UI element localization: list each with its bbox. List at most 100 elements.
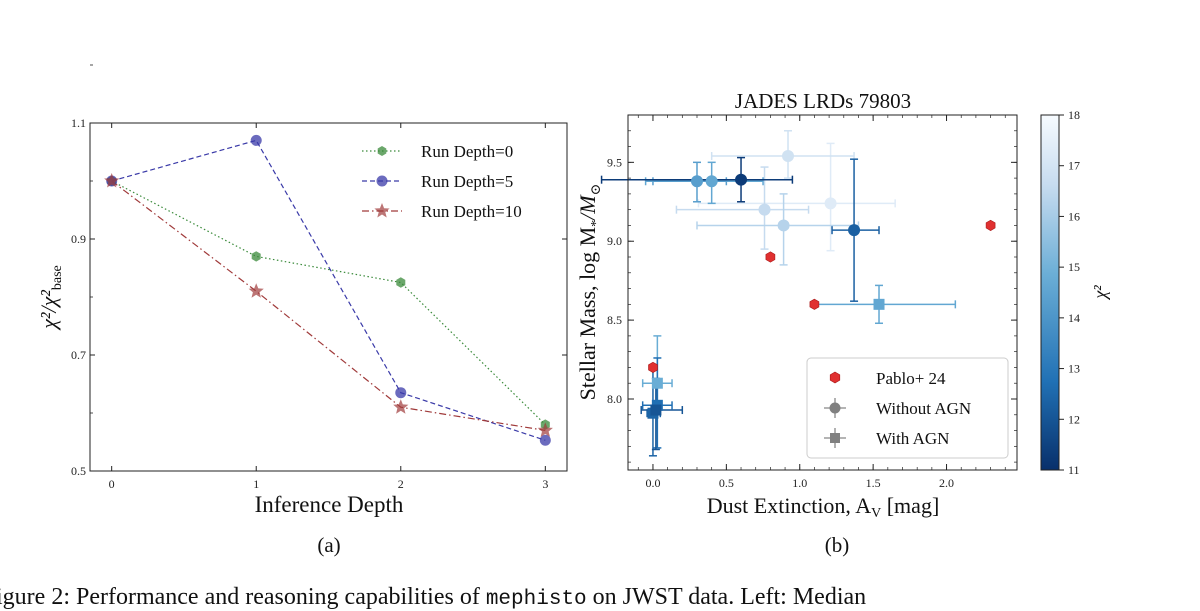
colorbar-tick-label: 17: [1068, 159, 1080, 173]
panel-b-ylabel-rest: /M: [575, 194, 600, 222]
panel-b-ytick-label: 8.0: [607, 392, 622, 406]
colorbar-ticks: 11 12 13 14 15 16 17 18: [1059, 108, 1080, 477]
panel-b-title: JADES LRDs 79803: [735, 89, 911, 113]
panel-b-xtick-label: 0.5: [719, 476, 734, 490]
colorbar: 11 12 13 14 15 16 17 18 χ²: [1040, 108, 1110, 477]
panel-b-ylabel-sub1: *: [589, 220, 604, 227]
panel-a-frame: [89, 122, 568, 472]
pablo-point: [809, 298, 820, 310]
series-1-point: [250, 134, 262, 146]
legend-entry-run-depth-5: Run Depth=5: [362, 172, 513, 191]
without-agn-point: [705, 175, 718, 188]
without-agn-point: [690, 175, 703, 188]
series-1-point: [395, 387, 407, 399]
panel-b-xlabel: Dust Extinction, AV [mag]: [707, 493, 940, 521]
series-2-point: [393, 399, 409, 414]
colorbar-tick-label: 11: [1068, 463, 1080, 477]
panel-b-xlabel-unit: [mag]: [881, 493, 939, 518]
legend-marker-run-depth-0: [377, 146, 387, 156]
legend-entry-pablo: Pablo+ 24: [829, 369, 946, 388]
panel-b-ylabel: Stellar Mass, log M*/M⊙: [575, 184, 604, 401]
colorbar-tick-label: 14: [1068, 311, 1080, 325]
panel-b-xlabel-sub: V: [871, 506, 881, 521]
series-2-point: [537, 422, 553, 437]
panel-a-ylabel: χ²/χ²base: [36, 265, 65, 331]
panel-b-legend: Pablo+ 24 Without AGN With AGN: [806, 357, 1009, 459]
panel-a-label: (a): [317, 533, 340, 557]
pablo-point: [985, 219, 996, 231]
panel-b: JADES LRDs 79803 0.0 0.5 1.0 1.5 2.0 8.0 8.5 9.…: [575, 89, 1110, 557]
svg-text:χ²/χ²base: χ²/χ²base: [36, 265, 65, 331]
series-line-0: [111, 180, 546, 426]
pablo-point: [765, 251, 776, 263]
svg-text:Stellar Mass, log M*/M⊙: Stellar Mass, log M*/M⊙: [575, 184, 604, 401]
colorbar-tick-label: 18: [1068, 108, 1080, 122]
panel-b-xlabel-main: Dust Extinction, A: [707, 493, 872, 518]
panel-b-ytick-label: 9.5: [607, 155, 622, 169]
colorbar-label-wrap: χ²: [1090, 285, 1110, 301]
panel-a-ytick-label: 0.9: [71, 232, 86, 246]
panel-a-legend: Run Depth=0 Run Depth=5 Run Depth=10: [362, 142, 522, 221]
with-agn-point: [650, 404, 662, 416]
legend-label-run-depth-5: Run Depth=5: [421, 172, 513, 191]
panel-a-ytick-label: 0.5: [71, 464, 86, 478]
series-0-point: [251, 251, 261, 262]
legend-marker-pablo: [829, 371, 841, 384]
panel-a-ylabel-main: χ²/χ²: [36, 290, 61, 331]
with-agn-point: [873, 298, 885, 310]
without-agn-point: [777, 219, 790, 232]
legend-marker-without-agn: [829, 402, 841, 414]
legend-marker-with-agn: [830, 433, 840, 443]
panel-b-xtick-label: 1.5: [866, 476, 881, 490]
panel-b-xtick-label: 0.0: [645, 476, 660, 490]
panel-b-xtick-label: 2.0: [939, 476, 954, 490]
caption-code: mephisto: [485, 588, 587, 611]
panel-a-xtick-label: 1: [253, 477, 259, 491]
panel-b-points: [600, 130, 996, 457]
colorbar-tick-label: 13: [1068, 362, 1080, 376]
panel-a-ticks: 0 1 2 3 0.5 0.7 0.9 1.1: [71, 64, 567, 491]
caption-suffix: on JWST data. Left: Median: [586, 584, 867, 610]
colorbar-tick-label: 15: [1068, 260, 1080, 274]
colorbar-label: χ²: [1090, 285, 1110, 301]
without-agn-point: [848, 224, 861, 237]
panel-b-xtick-label: 1.0: [792, 476, 807, 490]
series-0-point: [396, 277, 406, 288]
legend-marker-run-depth-5: [376, 175, 388, 187]
panel-b-frame: [627, 114, 1018, 471]
panel-a-xlabel: Inference Depth: [255, 492, 404, 517]
series-line-2: [111, 180, 546, 431]
panel-a-ytick-label: 0.7: [71, 348, 86, 362]
legend-label-without-agn: Without AGN: [876, 399, 971, 418]
panel-b-ylabel-sub2: ⊙: [589, 184, 604, 196]
colorbar-gradient: [1040, 114, 1060, 471]
without-agn-point: [824, 197, 837, 210]
series-line-1: [111, 139, 546, 441]
panel-b-ylabel-main: Stellar Mass, log M: [575, 227, 600, 401]
series-2-point: [248, 283, 264, 298]
series-1-point: [539, 434, 551, 446]
figure-caption: igure 2: Performance and reasoning capab…: [0, 584, 1200, 611]
without-agn-point: [735, 173, 748, 186]
legend-entry-without-agn: Without AGN: [824, 398, 971, 418]
panel-a-xtick-label: 0: [109, 477, 115, 491]
series-2-point: [104, 173, 120, 188]
without-agn-point: [782, 150, 795, 163]
colorbar-tick-label: 12: [1068, 412, 1080, 426]
with-agn-point: [651, 377, 663, 389]
panel-a-xtick-label: 3: [542, 477, 548, 491]
panel-a-series: [104, 134, 553, 446]
caption-prefix: igure 2: Performance and reasoning capab…: [0, 584, 486, 610]
panel-b-ytick-label: 8.5: [607, 313, 622, 327]
legend-label-run-depth-10: Run Depth=10: [421, 202, 522, 221]
panel-a-ylabel-sub: base: [50, 265, 65, 290]
colorbar-tick-label: 16: [1068, 209, 1080, 223]
legend-label-run-depth-0: Run Depth=0: [421, 142, 513, 161]
panel-a-ytick-label: 1.1: [71, 116, 86, 130]
panel-b-ticks: 0.0 0.5 1.0 1.5 2.0 8.0 8.5 9.0 9.5: [607, 115, 1017, 490]
panel-b-label: (b): [825, 533, 850, 557]
legend-entry-with-agn: With AGN: [824, 428, 949, 448]
panel-b-ytick-label: 9.0: [607, 234, 622, 248]
panel-b-legend-box: [806, 357, 1009, 459]
